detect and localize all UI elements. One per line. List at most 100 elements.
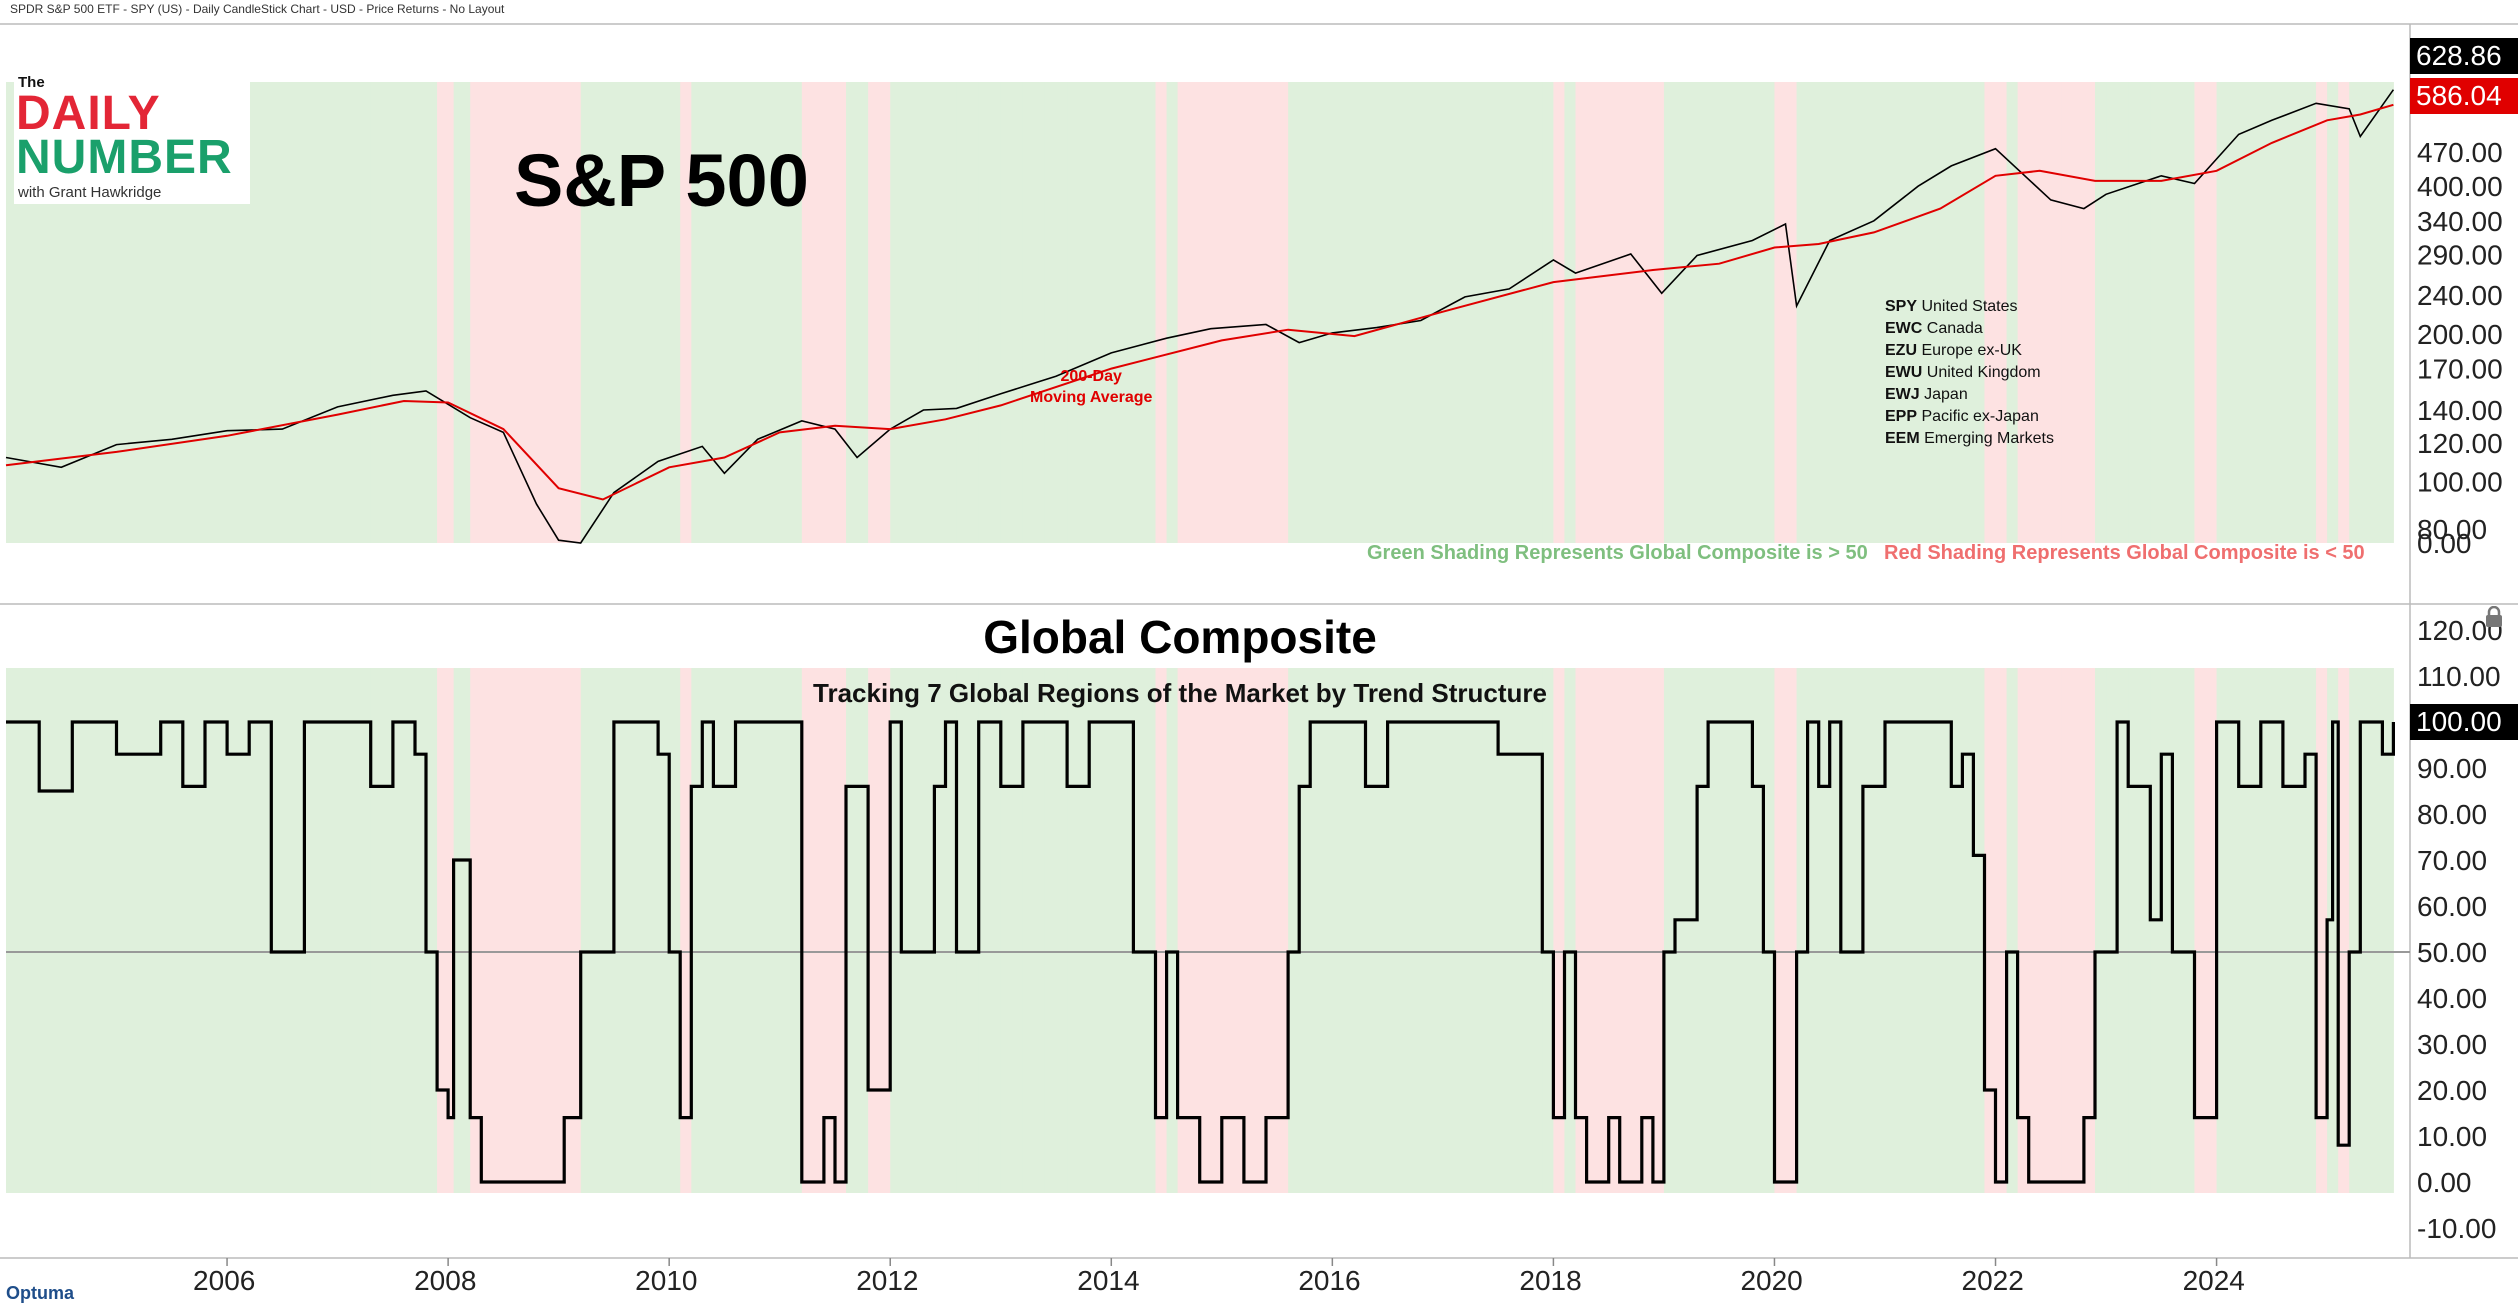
top-shade-band [757, 82, 781, 543]
bottom-shade-band [735, 668, 759, 1193]
top-y-tick-label: 80.00 [2417, 514, 2487, 545]
bottom-y-tick-label: 50.00 [2417, 937, 2487, 968]
x-tick-label: 2024 [2183, 1265, 2245, 1296]
top-shade-band [1796, 82, 1809, 543]
legend-ticker: EPP [1885, 408, 1918, 425]
top-shade-band [1288, 82, 1300, 543]
bottom-shade-band [2106, 668, 2118, 1193]
top-shade-band [956, 82, 980, 543]
legend-row: EPP Pacific ex-Japan [1885, 406, 2054, 428]
bottom-shade-band [2172, 668, 2195, 1193]
top-shade-band [2360, 82, 2372, 543]
bottom-shade-band [1343, 668, 1367, 1193]
top-shade-band [1044, 82, 1068, 543]
top-shade-band [1498, 82, 1543, 543]
bottom-shade-band [1918, 668, 1941, 1193]
bottom-shade-band [1442, 668, 1499, 1193]
logo-daily: DAILY [16, 87, 161, 140]
top-shade-band [602, 82, 615, 543]
top-shade-band [1155, 82, 1168, 543]
bottom-shade-band [2360, 668, 2372, 1193]
top-shade-band [1973, 82, 1985, 543]
bottom-shade-band [1564, 668, 1577, 1193]
bottom-shade-band [901, 668, 924, 1193]
bottom-shade-band [934, 668, 946, 1193]
x-tick-label: 2012 [856, 1265, 918, 1296]
top-y-tick-label: 240.00 [2417, 280, 2503, 311]
bottom-shade-band [1067, 668, 1090, 1193]
daily-number-logo: The DAILY NUMBER with Grant Hawkridge [14, 74, 250, 204]
top-shade-band [2039, 82, 2063, 543]
bottom-shade-band [370, 668, 394, 1193]
bottom-shading-layer [6, 668, 2394, 1193]
global-composite-line [6, 720, 2395, 1184]
bottom-shade-band [2150, 668, 2162, 1193]
top-shade-band [2349, 82, 2361, 543]
legend-row: EWU United Kingdom [1885, 362, 2054, 384]
top-shade-band [1829, 82, 1842, 543]
top-shade-band [2172, 82, 2195, 543]
bottom-y-tick-label: -10.00 [2417, 1213, 2496, 1244]
top-shade-band [713, 82, 736, 543]
bottom-shade-band [1542, 668, 1554, 1193]
legend-region: United States [1917, 298, 2018, 315]
top-shade-band [1177, 82, 1201, 543]
top-shade-band [558, 82, 565, 543]
top-shade-band [1984, 82, 1997, 543]
bottom-shade-band [713, 668, 736, 1193]
bottom-shade-band [1840, 668, 1864, 1193]
bottom-shade-band [1663, 668, 1676, 1193]
top-y-tick-label: 470.00 [2417, 137, 2503, 168]
bottom-shade-band [1586, 668, 1610, 1193]
bottom-y-tick-label: 80.00 [2417, 799, 2487, 830]
bottom-shade-band [271, 668, 305, 1193]
bottom-shade-band [160, 668, 184, 1193]
top-y-tick-label: 340.00 [2417, 206, 2503, 237]
top-shade-band [1343, 82, 1367, 543]
top-shade-band [801, 82, 814, 543]
top-shade-band [1133, 82, 1156, 543]
top-shade-band [1575, 82, 1588, 543]
ma-label: 200-Day Moving Average [1030, 366, 1152, 408]
legend-row: EEM Emerging Markets [1885, 428, 2054, 450]
bottom-shade-band [2238, 668, 2262, 1193]
top-shade-band [1266, 82, 1289, 543]
top-shade-band [1840, 82, 1864, 543]
bottom-shade-band [2316, 668, 2328, 1193]
green-shading-note: Green Shading Represents Global Composit… [1367, 542, 1868, 564]
bottom-shade-band [1111, 668, 1134, 1193]
bottom-shade-band [2332, 668, 2339, 1193]
composite-value-tag: 100.00 [2410, 704, 2518, 740]
bottom-shade-band [2006, 668, 2019, 1193]
logo-number: NUMBER [16, 131, 233, 184]
bottom-shade-band [2017, 668, 2030, 1193]
top-shade-band [978, 82, 1002, 543]
top-shade-band [1940, 82, 1952, 543]
bottom-shade-band [834, 668, 847, 1193]
top-shade-band [923, 82, 935, 543]
top-y-tick-label: 290.00 [2417, 240, 2503, 271]
top-shade-band [392, 82, 416, 543]
x-tick-label: 2022 [1962, 1265, 2024, 1296]
top-shade-band [2304, 82, 2317, 543]
top-shade-band [1221, 82, 1245, 543]
top-shade-band [868, 82, 891, 543]
top-shade-band [1652, 82, 1665, 543]
top-shade-band [1166, 82, 1179, 543]
bottom-shade-band [978, 668, 1002, 1193]
lock-icon[interactable] [2484, 605, 2504, 628]
bottom-shade-band [1177, 668, 1201, 1193]
bottom-shade-band [2338, 668, 2350, 1193]
bottom-shade-band [1288, 668, 1300, 1193]
x-tick-label: 2006 [193, 1265, 255, 1296]
bottom-shade-band [1674, 668, 1698, 1193]
ma-label-line1: 200-Day [1060, 368, 1122, 385]
bottom-shade-band [2094, 668, 2107, 1193]
bottom-shade-band [481, 668, 493, 1193]
top-y-tick-label: 140.00 [2417, 395, 2503, 426]
top-shade-band [1299, 82, 1311, 543]
x-tick-label: 2010 [635, 1265, 697, 1296]
bottom-shade-band [72, 668, 118, 1193]
legend-row: EZU Europe ex-UK [1885, 340, 2054, 362]
